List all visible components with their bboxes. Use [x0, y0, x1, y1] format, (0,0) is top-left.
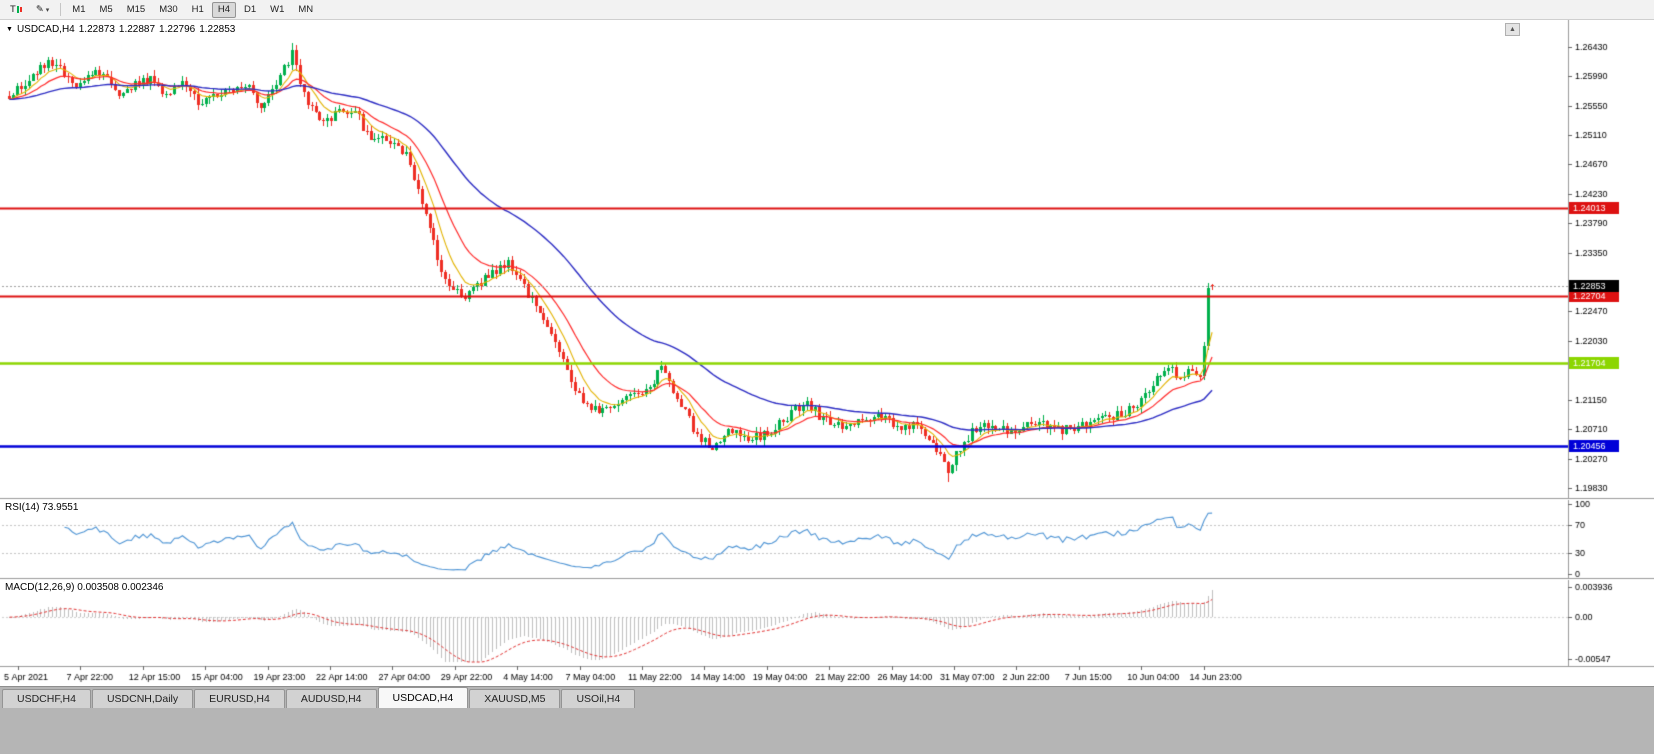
quote-open: 1.22873 — [78, 24, 115, 35]
mini-candle-down-icon — [19, 7, 22, 12]
scroll-up-icon: ▲ — [1509, 26, 1516, 33]
chart-tools-dropdown-button[interactable]: ✎ ▾ — [30, 2, 55, 18]
tab-eurusd-h4[interactable]: EURUSD,H4 — [194, 689, 285, 708]
chart-tabs-bar: USDCHF,H4 USDCNH,Daily EURUSD,H4 AUDUSD,… — [0, 686, 1654, 708]
pointer-icon: ✎ — [35, 4, 44, 15]
price-chart-canvas[interactable] — [0, 20, 1654, 686]
tab-usdcnh-daily[interactable]: USDCNH,Daily — [91, 689, 194, 708]
rsi-indicator-label: RSI(14) 73.9551 — [5, 502, 79, 513]
quote-symbol: USDCAD,H4 — [16, 24, 75, 35]
quote-close: 1.22853 — [199, 24, 236, 35]
quote-high: 1.22887 — [118, 24, 156, 35]
collapse-icon[interactable]: ▼ — [6, 26, 13, 33]
tab-usdcad-h4[interactable]: USDCAD,H4 — [377, 687, 469, 708]
timeframe-m1[interactable]: M1 — [66, 2, 91, 18]
scroll-up-button[interactable]: ▲ — [1505, 23, 1520, 36]
timeframe-d1[interactable]: D1 — [238, 2, 262, 18]
chart-window: ▼ USDCAD,H4 1.22873 1.22887 1.22796 1.22853 R… — [0, 20, 1654, 686]
timeframe-m30[interactable]: M30 — [153, 2, 183, 18]
quote-low: 1.22796 — [159, 24, 196, 35]
chevron-down-icon: ▾ — [45, 6, 50, 14]
timeframe-m15[interactable]: M15 — [121, 2, 151, 18]
tab-audusd-h4[interactable]: AUDUSD,H4 — [285, 689, 377, 708]
timeframe-toolbar: T ✎ ▾ M1 M5 M15 M30 H1 H4 D1 W1 MN — [0, 0, 1654, 20]
templates-icon: T — [10, 4, 16, 15]
timeframe-h1[interactable]: H1 — [186, 2, 210, 18]
toolbar-separator — [60, 3, 62, 16]
chart-quote-line: ▼ USDCAD,H4 1.22873 1.22887 1.22796 1.22853 — [6, 24, 235, 35]
timeframe-m5[interactable]: M5 — [94, 2, 119, 18]
timeframe-h4[interactable]: H4 — [211, 1, 236, 18]
mini-candle-up-icon — [16, 6, 19, 13]
timeframe-mn[interactable]: MN — [292, 2, 319, 18]
tab-usdchf-h4[interactable]: USDCHF,H4 — [2, 689, 91, 708]
timeframe-w1[interactable]: W1 — [264, 2, 290, 18]
tab-usoil-h4[interactable]: USOil,H4 — [561, 689, 636, 708]
tab-xauusd-m5[interactable]: XAUUSD,M5 — [469, 689, 561, 708]
templates-button[interactable]: T — [4, 2, 28, 18]
macd-indicator-label: MACD(12,26,9) 0.003508 0.002346 — [5, 582, 164, 593]
